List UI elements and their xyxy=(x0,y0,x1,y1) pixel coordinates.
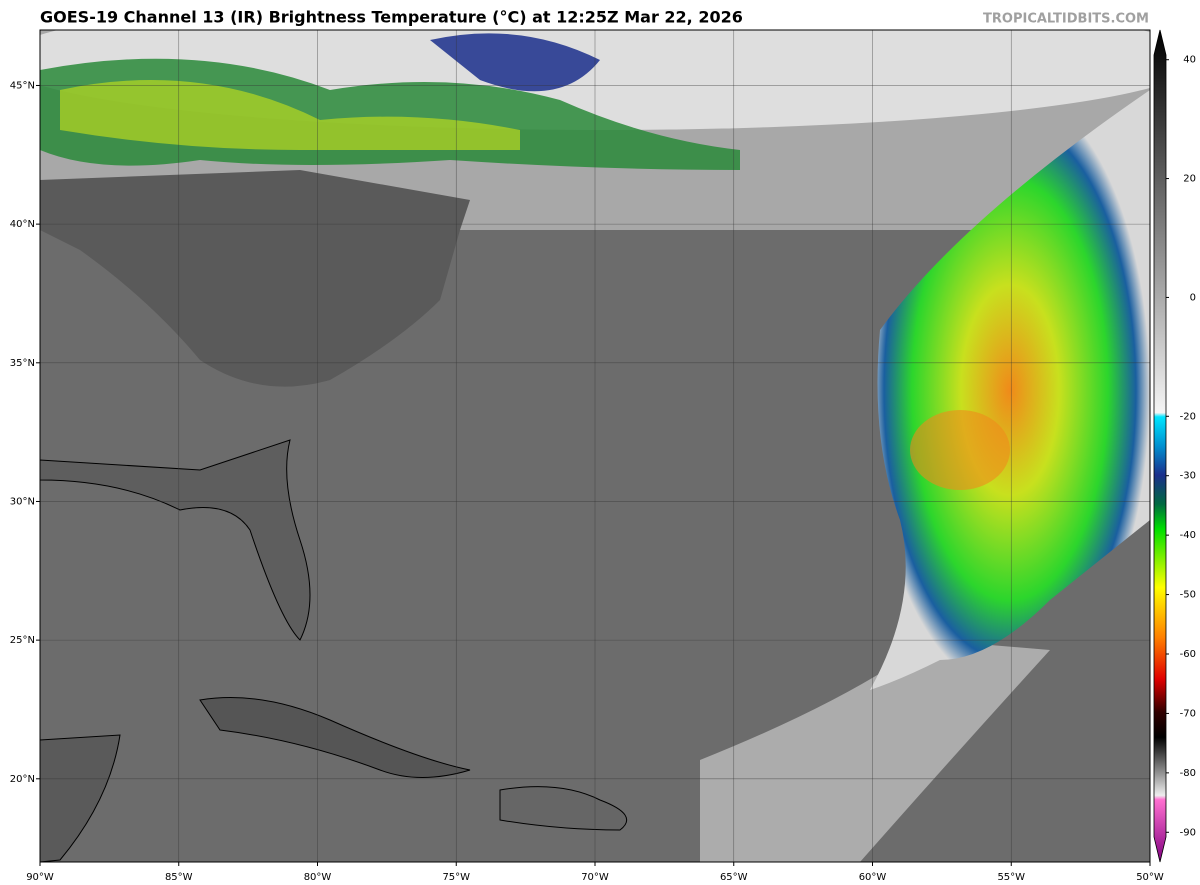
lon-tick-label: 85°W xyxy=(165,872,193,883)
lon-tick-label: 90°W xyxy=(26,872,54,883)
lon-tick-label: 65°W xyxy=(720,872,748,883)
lon-tick-label: 60°W xyxy=(859,872,887,883)
colorbar-tick-label: 40 xyxy=(1183,55,1196,66)
colorbar-tick-label: -30 xyxy=(1180,471,1196,482)
colorbar xyxy=(1153,29,1167,863)
lat-tick-label: 35°N xyxy=(10,358,35,369)
lat-tick-label: 25°N xyxy=(10,635,35,646)
lon-tick-label: 75°W xyxy=(442,872,470,883)
colorbar-tick-label: 20 xyxy=(1183,174,1196,185)
colorbar-tick-label: 0 xyxy=(1190,292,1196,303)
lat-tick-label: 45°N xyxy=(10,80,35,91)
lat-tick-label: 40°N xyxy=(10,219,35,230)
lon-tick-label: 55°W xyxy=(997,872,1025,883)
satellite-image xyxy=(40,30,1150,862)
title: GOES-19 Channel 13 (IR) Brightness Tempe… xyxy=(40,8,743,27)
colorbar-tick-label: -50 xyxy=(1180,590,1196,601)
lon-tick-label: 70°W xyxy=(581,872,609,883)
lat-tick-label: 30°N xyxy=(10,496,35,507)
lon-tick-label: 80°W xyxy=(304,872,332,883)
lat-tick-label: 20°N xyxy=(10,774,35,785)
watermark: TROPICALTIDBITS.COM xyxy=(983,12,1149,27)
colorbar-tick-label: -90 xyxy=(1180,827,1196,838)
colorbar-tick-label: -40 xyxy=(1180,530,1196,541)
lon-tick-label: 50°W xyxy=(1136,872,1164,883)
colorbar-tick-label: -60 xyxy=(1180,649,1196,660)
colorbar-tick-label: -70 xyxy=(1180,708,1196,719)
colorbar-tick-label: -80 xyxy=(1180,768,1196,779)
colorbar-tick-label: -20 xyxy=(1180,411,1196,422)
